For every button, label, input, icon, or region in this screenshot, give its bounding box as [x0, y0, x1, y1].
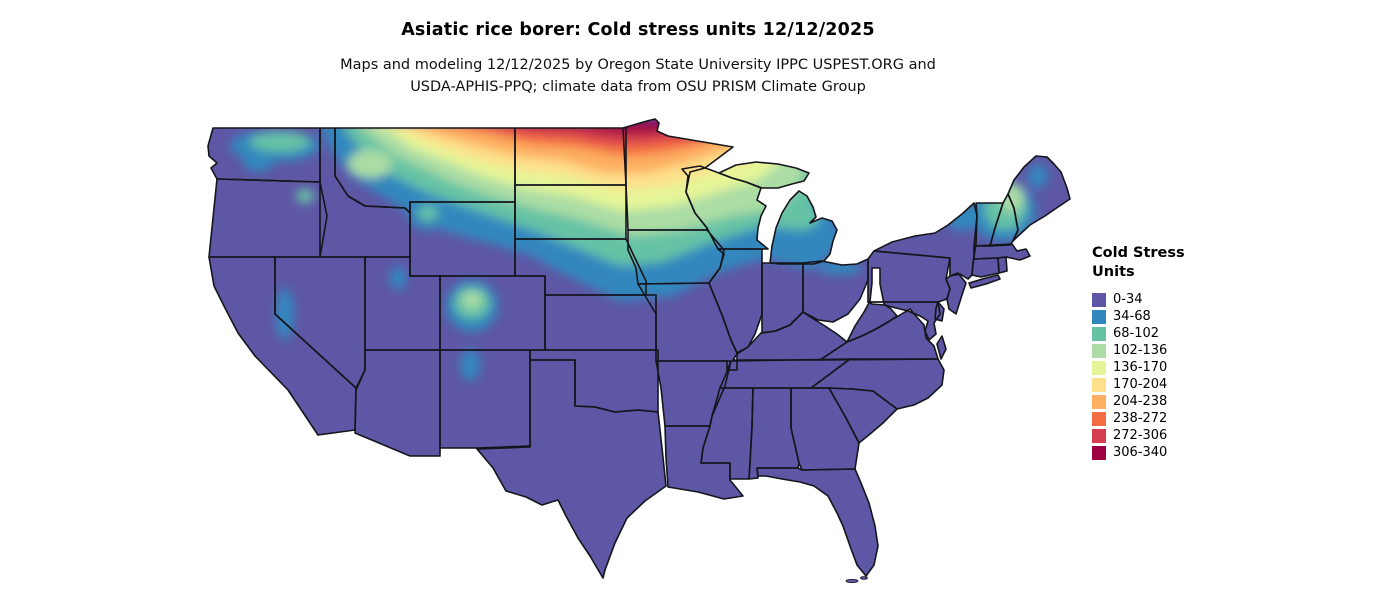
- state-ohio: [802, 258, 869, 323]
- state-florida: [756, 467, 879, 577]
- state-west-virginia: [846, 267, 898, 343]
- legend-swatch: [1092, 394, 1106, 409]
- header: Asiatic rice borer: Cold stress units 12…: [0, 0, 1276, 98]
- state-texas: [476, 359, 667, 579]
- state-maine: [1007, 155, 1071, 242]
- legend-item: 238-272: [1092, 410, 1212, 427]
- subtitle-line2: USDA-APHIS-PPQ; climate data from OSU PR…: [410, 79, 866, 95]
- legend-item: 102-136: [1092, 342, 1212, 359]
- legend-item: 34-68: [1092, 308, 1212, 325]
- state-indiana: [761, 262, 804, 334]
- legend-item: 170-204: [1092, 376, 1212, 393]
- state-borders: [207, 118, 1071, 579]
- us-map-svg: [207, 118, 1071, 583]
- legend-label: 238-272: [1113, 410, 1168, 426]
- state-new-york: [873, 202, 978, 280]
- state-maryland: [867, 301, 941, 341]
- state-new-jersey: [945, 272, 967, 315]
- state-new-mexico: [439, 349, 531, 449]
- legend-label: 306-340: [1113, 444, 1168, 460]
- legend-label: 136-170: [1113, 359, 1168, 375]
- legend-title: Cold Stress Units: [1092, 244, 1212, 282]
- page-subtitle: Maps and modeling 12/12/2025 by Oregon S…: [0, 54, 1276, 98]
- us-cold-stress-map: [200, 118, 1080, 588]
- subtitle-line1: Maps and modeling 12/12/2025 by Oregon S…: [340, 57, 936, 73]
- legend-swatch: [1092, 326, 1106, 341]
- state-massachusetts: [973, 243, 1031, 261]
- legend-label: 0-34: [1113, 291, 1143, 307]
- legend-swatch: [1092, 377, 1106, 392]
- legend-item: 306-340: [1092, 444, 1212, 461]
- legend-label: 204-238: [1113, 393, 1168, 409]
- legend-item: 272-306: [1092, 427, 1212, 444]
- legend-item: 136-170: [1092, 359, 1212, 376]
- legend-swatch: [1092, 309, 1106, 324]
- state-north-carolina: [810, 358, 945, 410]
- legend-title-line1: Cold Stress: [1092, 245, 1185, 261]
- legend-label: 170-204: [1113, 376, 1168, 392]
- legend-swatch: [1092, 360, 1106, 375]
- state-michigan-upper-peninsula: [718, 161, 810, 189]
- state-virginia-eastern-shore: [936, 335, 947, 360]
- legend: Cold Stress Units 0-34 34-68 68-102 102-…: [1092, 244, 1212, 461]
- legend-swatch: [1092, 411, 1106, 426]
- state-delaware: [934, 301, 945, 322]
- legend-swatch: [1092, 428, 1106, 443]
- state-michigan-lower-peninsula: [769, 190, 838, 265]
- legend-item: 0-34: [1092, 291, 1212, 308]
- legend-label: 68-102: [1113, 325, 1160, 341]
- florida-keys: [845, 576, 868, 583]
- legend-swatch: [1092, 343, 1106, 358]
- legend-label: 34-68: [1113, 308, 1151, 324]
- legend-swatch: [1092, 292, 1106, 307]
- legend-label: 102-136: [1113, 342, 1168, 358]
- state-illinois: [708, 248, 763, 354]
- legend-label: 272-306: [1113, 427, 1168, 443]
- legend-item: 204-238: [1092, 393, 1212, 410]
- long-island: [968, 274, 1001, 289]
- legend-title-line2: Units: [1092, 264, 1135, 280]
- page-title: Asiatic rice borer: Cold stress units 12…: [401, 20, 875, 40]
- legend-swatch: [1092, 445, 1106, 460]
- legend-item: 68-102: [1092, 325, 1212, 342]
